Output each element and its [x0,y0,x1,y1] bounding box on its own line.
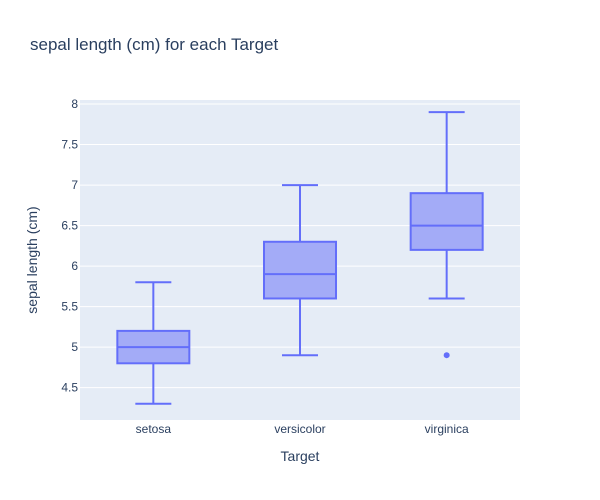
y-tick-label: 7 [71,178,78,192]
y-axis-ticks: 4.5 5 5.5 6 6.5 7 7.5 8 [61,97,78,395]
y-tick-label: 6 [71,259,78,273]
y-tick-label: 6.5 [61,219,78,233]
box-virginica [409,111,484,359]
x-tick-label: versicolor [274,422,325,436]
x-axis-ticks: setosa versicolor virginica [136,422,469,436]
x-tick-label: virginica [425,422,469,436]
x-axis-title: Target [281,448,320,464]
y-tick-label: 5 [71,340,78,354]
y-tick-label: 7.5 [61,138,78,152]
iqr-box [409,192,484,251]
y-tick-label: 8 [71,97,78,111]
iqr-box [263,240,337,300]
y-tick-label: 4.5 [61,381,78,395]
outlier-point [443,352,450,359]
x-tick-label: setosa [136,422,172,436]
chart-title: sepal length (cm) for each Target [30,35,278,54]
boxes [116,111,484,405]
box-setosa [116,281,191,405]
y-tick-label: 5.5 [61,300,78,314]
y-axis-title: sepal length (cm) [24,206,40,313]
box-versicolor [263,184,337,357]
